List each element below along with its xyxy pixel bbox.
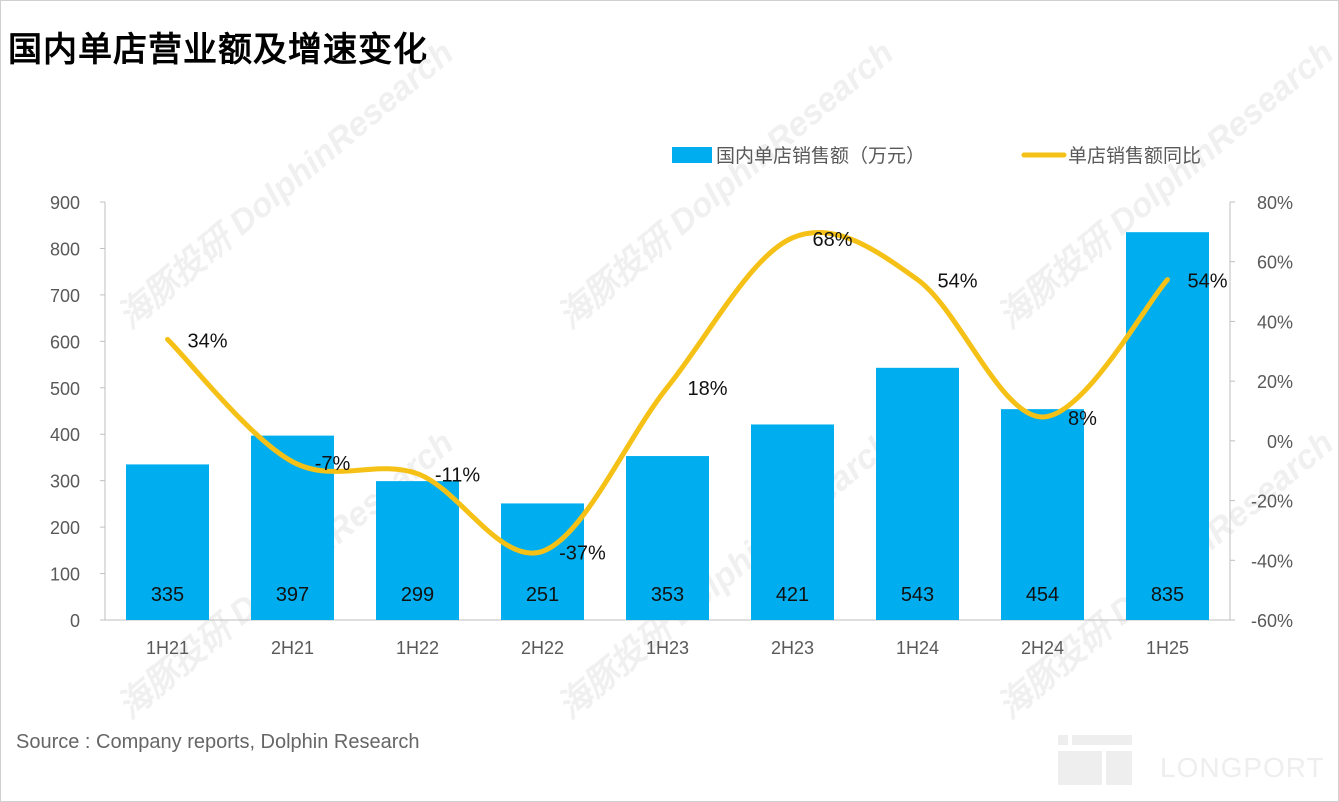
right-tick-label: 20% <box>1257 372 1293 392</box>
x-tick-label: 1H22 <box>396 638 439 658</box>
bar <box>876 367 959 620</box>
bar-value-label: 353 <box>651 584 684 606</box>
watermark-text: 海豚投研 DolphinResearch <box>111 34 461 336</box>
bar <box>1126 232 1209 620</box>
legend-label-bar: 国内单店销售额（万元） <box>716 145 925 167</box>
right-tick-label: -20% <box>1251 492 1293 512</box>
left-tick-label: 300 <box>50 472 80 492</box>
growth-label: 54% <box>1187 271 1227 293</box>
bar <box>1001 409 1084 620</box>
left-tick-label: 700 <box>50 286 80 306</box>
x-tick-label: 2H23 <box>771 638 814 658</box>
growth-label: 34% <box>187 330 227 352</box>
bar-value-label: 299 <box>401 584 434 606</box>
growth-label: -11% <box>435 465 480 487</box>
x-tick-label: 2H22 <box>521 638 564 658</box>
left-tick-label: 400 <box>50 425 80 445</box>
bar-value-label: 543 <box>901 584 934 606</box>
logo-text: LONGPORT <box>1160 752 1325 783</box>
right-tick-label: -60% <box>1251 611 1293 631</box>
x-tick-label: 1H25 <box>1146 638 1189 658</box>
left-tick-label: 200 <box>50 518 80 538</box>
bar-value-label: 835 <box>1151 584 1184 606</box>
left-tick-label: 900 <box>50 193 80 213</box>
growth-label: -37% <box>559 542 606 564</box>
chart-title: 国内单店营业额及增速变化 <box>8 30 428 70</box>
growth-label: -7% <box>315 453 351 475</box>
longport-logo-icon <box>1058 735 1132 785</box>
legend-label-line: 单店销售额同比 <box>1068 145 1201 167</box>
x-tick-label: 2H24 <box>1021 638 1064 658</box>
right-tick-label: 60% <box>1257 253 1293 273</box>
watermark-text: 海豚投研 DolphinResearch <box>551 34 901 336</box>
growth-label: 54% <box>937 271 977 293</box>
growth-label: 68% <box>812 229 852 251</box>
source-note: Source : Company reports, Dolphin Resear… <box>16 731 420 753</box>
growth-label: 8% <box>1068 408 1097 430</box>
bar <box>376 481 459 620</box>
growth-label: 18% <box>687 378 727 400</box>
watermark-text: 海豚投研 DolphinResearch <box>551 424 901 726</box>
bar-value-label: 251 <box>526 584 559 606</box>
right-tick-label: -40% <box>1251 551 1293 571</box>
left-tick-label: 100 <box>50 565 80 585</box>
bar <box>126 464 209 620</box>
bar-value-label: 397 <box>276 584 309 606</box>
x-tick-label: 1H23 <box>646 638 689 658</box>
left-tick-label: 0 <box>70 611 80 631</box>
left-tick-label: 500 <box>50 379 80 399</box>
growth-line <box>165 229 1170 556</box>
bar-value-label: 335 <box>151 584 184 606</box>
x-tick-label: 1H24 <box>896 638 939 658</box>
legend: 国内单店销售额（万元） 单店销售额同比 <box>672 145 1201 167</box>
bar <box>626 456 709 620</box>
bar <box>251 435 334 620</box>
right-tick-label: 80% <box>1257 193 1293 213</box>
left-tick-label: 600 <box>50 332 80 352</box>
bar <box>501 503 584 620</box>
legend-swatch-bar <box>672 147 712 163</box>
bar-value-label: 421 <box>776 584 809 606</box>
bar <box>751 424 834 620</box>
right-tick-label: 40% <box>1257 312 1293 332</box>
bar-value-label: 454 <box>1026 584 1059 606</box>
left-tick-label: 800 <box>50 239 80 259</box>
right-tick-label: 0% <box>1267 432 1293 452</box>
x-tick-label: 1H21 <box>146 638 189 658</box>
x-tick-label: 2H21 <box>271 638 314 658</box>
